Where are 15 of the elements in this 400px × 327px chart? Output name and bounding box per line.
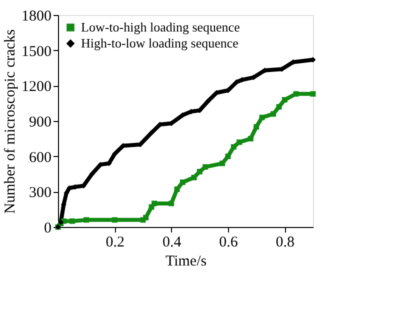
legend-label: High-to-low loading sequence	[81, 36, 239, 50]
x-axis-title: Time/s	[165, 254, 207, 270]
y-tick-label: 1800	[22, 8, 52, 24]
y-tick-label: 0	[44, 220, 52, 236]
x-tick-label: 0.2	[106, 234, 125, 250]
y-axis-title: Number of microscopic cracks	[2, 29, 18, 214]
y-tick-label: 1500	[22, 44, 52, 60]
y-tick-label: 1200	[22, 79, 52, 96]
legend-label: Low-to-high loading sequence	[81, 20, 240, 34]
x-tick-label: 0.4	[162, 234, 182, 250]
y-tick-label: 900	[29, 114, 52, 130]
x-tick-label: 0.6	[219, 234, 238, 250]
y-tick-label: 600	[29, 150, 52, 166]
y-tick-label: 300	[29, 185, 52, 202]
x-tick-label: 0.8	[276, 234, 295, 250]
